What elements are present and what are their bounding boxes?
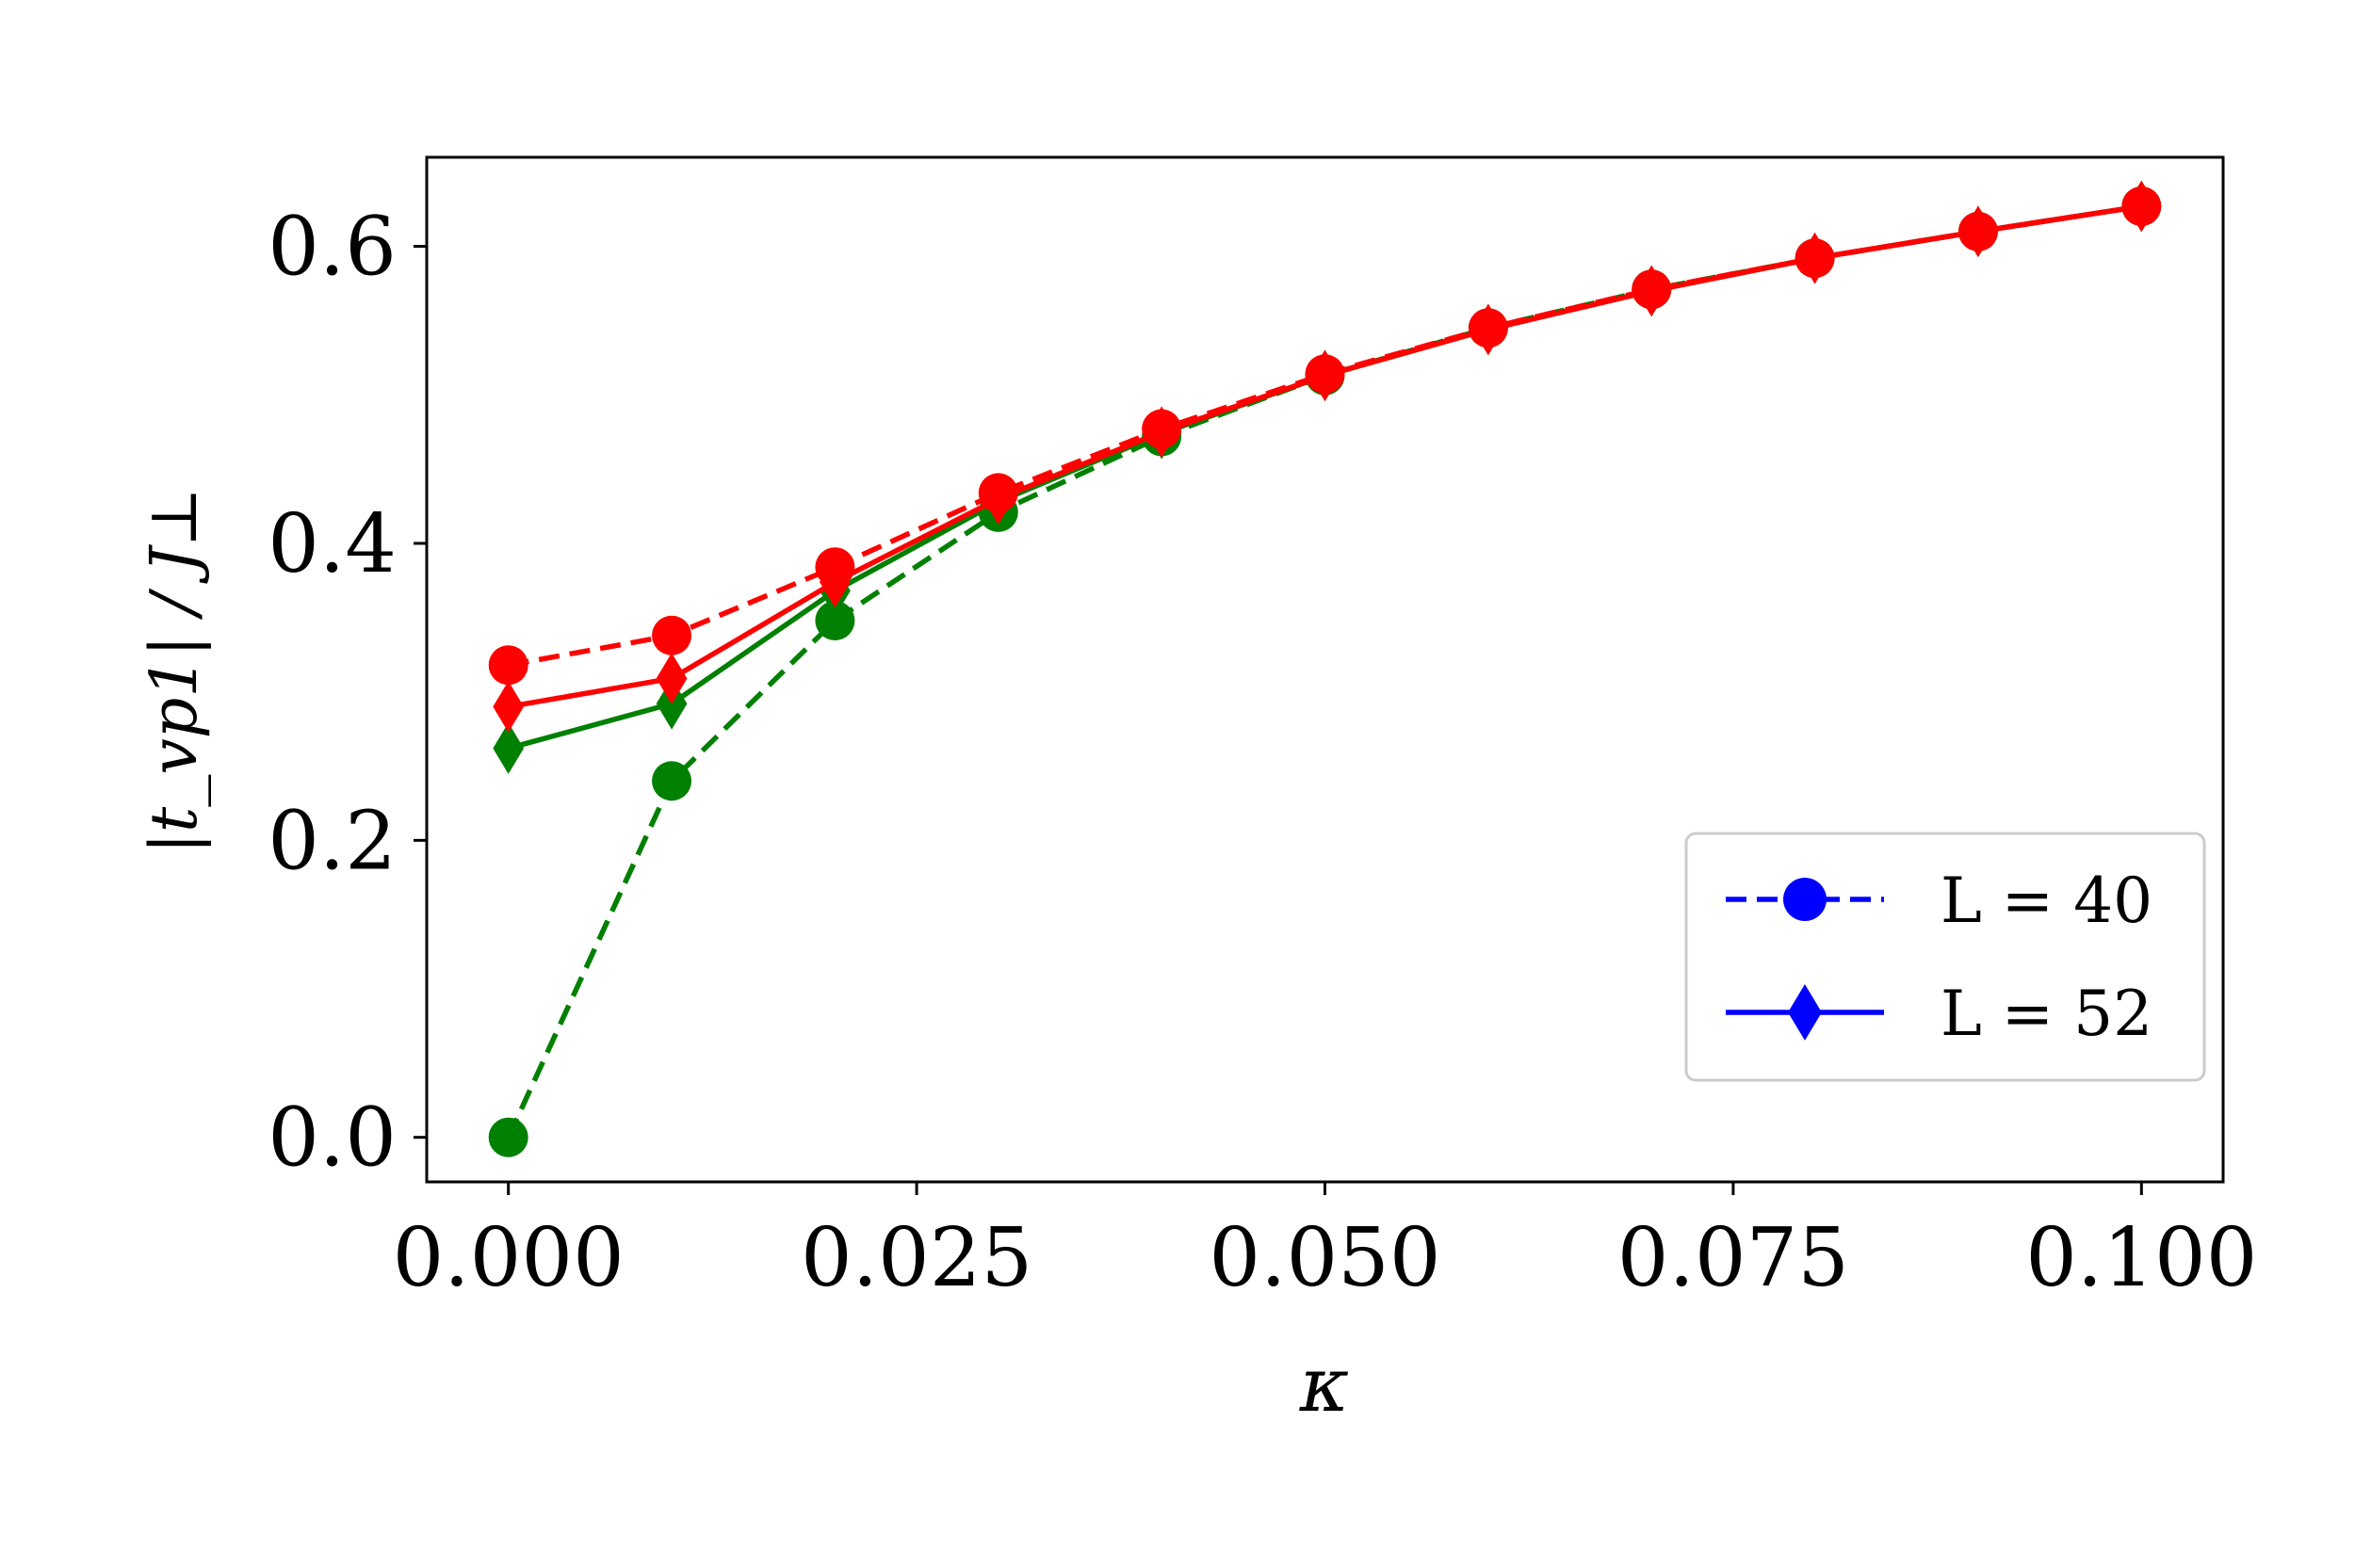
y-tick-label: 0.0 (268, 1091, 397, 1186)
data-point (1795, 238, 1835, 279)
series-3 (488, 186, 2162, 686)
legend: L = 40 L = 52 (1684, 832, 2206, 1082)
x-axis-label: κ (1299, 1341, 1349, 1429)
data-point (815, 547, 855, 588)
y-tick-label: 0.2 (268, 794, 397, 888)
plot-area (488, 180, 2162, 1157)
x-tick-label: 0.050 (1209, 1211, 1440, 1305)
x-tick-label: 0.025 (801, 1211, 1032, 1305)
data-point (2121, 186, 2162, 227)
legend-marker (1783, 878, 1827, 921)
legend-item: L = 52 (1726, 978, 2152, 1050)
legend-label: L = 52 (1941, 978, 2152, 1050)
series-line (506, 203, 2142, 1139)
data-point (656, 653, 688, 704)
x-tick-label: 0.100 (2025, 1211, 2257, 1305)
data-point (652, 761, 692, 801)
x-tick-label: 0.000 (393, 1211, 625, 1305)
data-point (978, 473, 1018, 513)
data-point (488, 645, 528, 686)
legend-item: L = 40 (1726, 865, 2152, 937)
data-point (488, 1117, 528, 1157)
x-axis: 0.000 0.025 0.050 0.075 0.100 (393, 1182, 2257, 1305)
data-point (1305, 354, 1345, 395)
data-point (1142, 409, 1182, 449)
data-point (1957, 211, 1998, 251)
legend-label: L = 40 (1941, 865, 2152, 937)
data-point (493, 681, 525, 733)
series-line (508, 203, 2142, 668)
y-tick-label: 0.6 (268, 201, 397, 295)
data-point (1632, 269, 1672, 310)
y-axis: 0.0 0.2 0.4 0.6 (268, 201, 427, 1186)
y-tick-label: 0.4 (268, 497, 397, 591)
data-point (652, 615, 692, 655)
x-tick-label: 0.075 (1617, 1211, 1849, 1305)
data-point (815, 600, 855, 640)
legend-marker (1788, 984, 1822, 1041)
data-point (1468, 308, 1508, 348)
y-axis-label: |t_vp1| / J⊥ (138, 487, 212, 854)
data-point (493, 722, 525, 774)
